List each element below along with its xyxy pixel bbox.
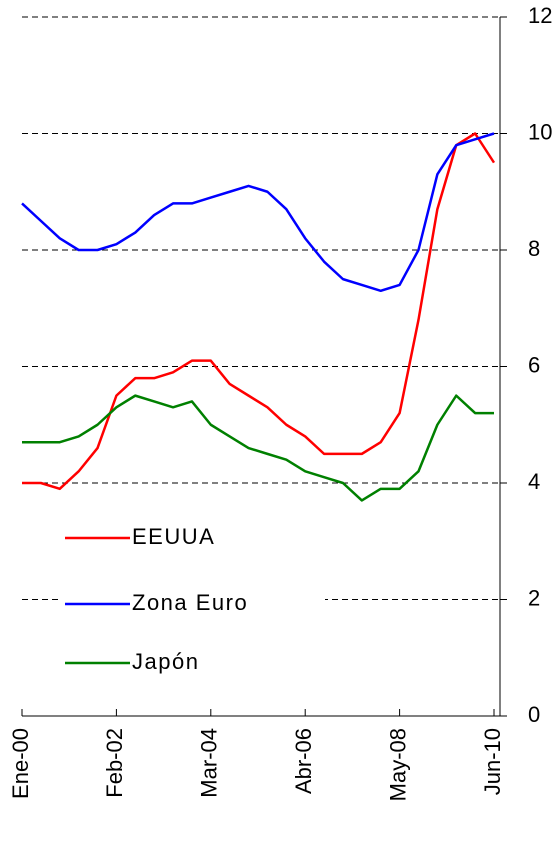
legend-label: EEUUA: [132, 524, 215, 549]
legend-background: [60, 510, 325, 690]
x-tick-label: Mar-04: [197, 728, 222, 798]
legend-label: Zona Euro: [132, 590, 248, 615]
y-tick-label: 2: [528, 585, 540, 610]
y-tick-label: 10: [528, 119, 552, 144]
series-line: [21, 132, 495, 293]
x-tick-label: Ene-00: [8, 728, 33, 799]
series-line: [22, 132, 496, 491]
x-tick-label: Feb-02: [102, 728, 127, 798]
legend-label: Japón: [132, 649, 199, 674]
y-tick-label: 8: [528, 236, 540, 261]
y-tick-label: 6: [528, 352, 540, 377]
x-tick-label: Jun-10: [480, 728, 505, 795]
y-tick-label: 0: [528, 702, 540, 727]
x-tick-label: Abr-06: [291, 728, 316, 794]
x-tick-label: May-08: [385, 728, 410, 801]
y-tick-label: 12: [528, 3, 552, 28]
series-line: [22, 394, 494, 502]
y-tick-label: 4: [528, 469, 540, 494]
